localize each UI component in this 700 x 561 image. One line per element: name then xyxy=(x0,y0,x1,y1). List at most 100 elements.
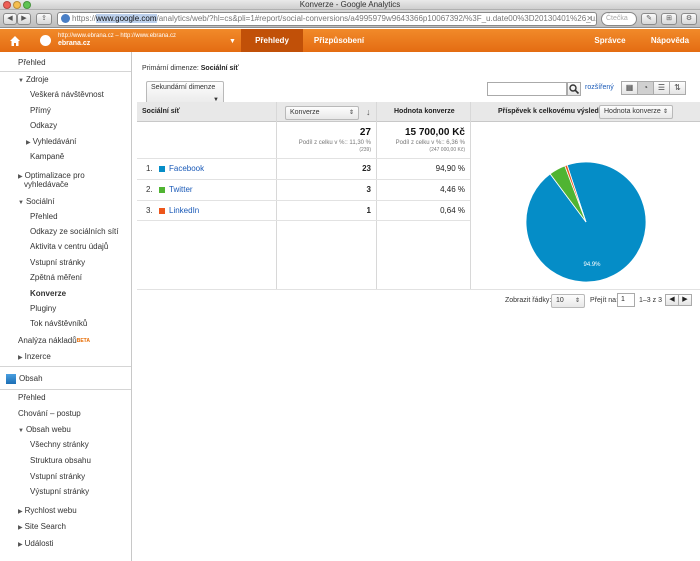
bookmark-icon[interactable]: ⊞ xyxy=(661,13,677,25)
sidebar-item-overview[interactable]: Přehled xyxy=(18,58,46,67)
sidebar-item-data-hub[interactable]: Aktivita v centru údajů xyxy=(30,242,109,251)
total-conversions-sum: (239) xyxy=(359,147,371,153)
table-row-index: 2. xyxy=(146,185,153,194)
sidebar-item-landing-pages-content[interactable]: Vstupní stránky xyxy=(30,472,86,481)
table-row-index: 3. xyxy=(146,206,153,215)
column-header-value[interactable]: Hodnota konverze xyxy=(394,108,455,115)
sidebar-item-advertising[interactable]: ▶ Inzerce xyxy=(18,352,51,363)
goto-page-input[interactable]: 1 xyxy=(617,293,635,307)
sidebar-item-all-traffic[interactable]: Veškerá návštěvnost xyxy=(30,90,104,99)
share-button[interactable]: ⇪ xyxy=(36,13,52,25)
row-label-text: LinkedIn xyxy=(169,206,200,215)
total-value: 15 700,00 Kč xyxy=(404,127,465,138)
url-domain: www.google.com xyxy=(96,14,157,23)
chevron-down-icon: ▼ xyxy=(18,78,24,84)
sidebar-item-social-overview[interactable]: Přehled xyxy=(30,212,58,221)
tab-customization[interactable]: Přizpůsobení xyxy=(313,36,365,45)
sidebar-item-content-drilldown[interactable]: Struktura obsahu xyxy=(30,456,91,465)
rows-per-page-select[interactable]: 10 ⇕ xyxy=(551,294,585,308)
url-path: /analytics/web/?hl=cs&pli=1#report/socia… xyxy=(156,14,597,23)
sidebar-item-seo[interactable]: ▶ Optimalizace pro xyxy=(18,171,85,182)
back-button[interactable]: ◀ xyxy=(3,13,17,25)
search-icon xyxy=(569,84,580,95)
legend-swatch xyxy=(159,186,165,193)
view-switcher: ▦ ◔ ☰ ⇅ xyxy=(621,81,686,95)
sidebar-item-all-pages[interactable]: Všechny stránky xyxy=(30,440,89,449)
chevron-down-icon[interactable]: ▼ xyxy=(229,38,236,45)
sidebar-item-social[interactable]: ▼ Sociální xyxy=(18,197,54,208)
sidebar-item-search[interactable]: ▶ Vyhledávání xyxy=(26,137,76,148)
sidebar-item-site-content[interactable]: ▼ Obsah webu xyxy=(18,425,71,436)
legend-swatch xyxy=(159,207,165,214)
account-selector[interactable]: http://www.ebrana.cz – http://www.ebrana… xyxy=(58,33,176,47)
home-icon[interactable] xyxy=(0,29,30,52)
sidebar-item-plugins[interactable]: Pluginy xyxy=(30,304,57,313)
metric-select-label: Konverze xyxy=(290,109,320,116)
sidebar-item-site-search[interactable]: ▶ Site Search xyxy=(18,522,66,533)
table-row-label[interactable]: Facebook xyxy=(159,164,204,173)
table-cell-conversions: 3 xyxy=(366,185,371,194)
sidebar-item-seo-line2[interactable]: vyhledávače xyxy=(24,180,69,189)
pie-slice-linkedin[interactable] xyxy=(564,164,587,223)
pagination-range: 1–3 z 3 xyxy=(639,297,662,304)
sidebar-item-social-referrals[interactable]: Odkazy ze sociálních sítí xyxy=(30,227,119,236)
sidebar-item-site-speed[interactable]: ▶ Rychlost webu xyxy=(18,506,77,517)
reader-button[interactable]: Čtečka xyxy=(601,12,637,26)
column-divider xyxy=(376,102,377,290)
sidebar-item-behavior-flow[interactable]: Chování – postup xyxy=(18,409,81,418)
contribution-select[interactable]: Hodnota konverze ⇕ xyxy=(599,105,673,119)
performance-view-icon[interactable]: ☰ xyxy=(653,81,670,95)
minimize-window-button[interactable] xyxy=(13,1,21,9)
table-search-input[interactable] xyxy=(487,82,567,96)
sidebar-item-content-overview[interactable]: Přehled xyxy=(18,393,46,402)
sidebar-item-campaigns[interactable]: Kampaně xyxy=(30,152,65,161)
sidebar-section-content[interactable]: Obsah xyxy=(6,374,43,384)
forward-button[interactable]: ▶ xyxy=(17,13,31,25)
sidebar-item-referrals[interactable]: Odkazy xyxy=(30,121,58,130)
sidebar-item-visitors-flow[interactable]: Tok návštěvníků xyxy=(30,319,88,328)
sidebar: Přehled ▼ Zdroje Veškerá návštěvnost Přím… xyxy=(0,52,132,561)
sidebar-item-sources[interactable]: ▼ Zdroje xyxy=(18,75,49,86)
column-header-social-network[interactable]: Sociální síť xyxy=(142,108,180,115)
chevron-down-icon: ▼ xyxy=(18,428,24,434)
address-bar[interactable]: https://www.google.com/analytics/web/?hl… xyxy=(57,12,597,26)
row-divider xyxy=(137,289,700,290)
sidebar-item-exit-pages[interactable]: Výstupní stránky xyxy=(30,487,90,496)
pivot-view-icon[interactable]: ⇅ xyxy=(669,81,686,95)
next-page-button[interactable]: ▶ xyxy=(678,294,692,306)
tab-reports[interactable]: Přehledy xyxy=(241,29,303,52)
table-cell-share: 0,64 % xyxy=(440,206,465,215)
extension-icon[interactable]: ✎ xyxy=(641,13,657,25)
row-label-text: Facebook xyxy=(169,164,205,173)
sidebar-item-events[interactable]: ▶ Události xyxy=(18,539,54,550)
sidebar-item-conversions[interactable]: Konverze xyxy=(30,289,67,298)
sidebar-item-trackbacks[interactable]: Zpětná měření xyxy=(30,273,83,282)
metric-select[interactable]: Konverze ⇕ xyxy=(285,106,359,120)
table-row-label[interactable]: LinkedIn xyxy=(159,206,199,215)
total-value-pct: Podíl z celku v %:: 6,36 % xyxy=(395,140,465,146)
chevron-down-icon: ▼ xyxy=(213,97,219,103)
contribution-label: Příspěvek k celkovému výsledku: xyxy=(498,108,610,115)
window-titlebar: Konverze - Google Analytics xyxy=(0,0,700,10)
close-window-button[interactable] xyxy=(3,1,11,9)
table-view-icon[interactable]: ▦ xyxy=(621,81,638,95)
clear-url-icon[interactable]: ✕ xyxy=(586,14,593,23)
sort-arrow-icon[interactable]: ↓ xyxy=(366,107,371,117)
table-cell-share: 4,46 % xyxy=(440,185,465,194)
sidebar-item-cost-analysis[interactable]: Analýza nákladůBETA xyxy=(18,336,90,346)
pie-view-icon[interactable]: ◔ xyxy=(637,81,654,95)
sidebar-item-label: Obsah webu xyxy=(25,425,71,434)
zoom-window-button[interactable] xyxy=(23,1,31,9)
settings-icon[interactable]: ⚙ xyxy=(681,13,697,25)
sidebar-item-landing-pages[interactable]: Vstupní stránky xyxy=(30,258,86,267)
advanced-filter-link[interactable]: rozšířený xyxy=(585,84,614,91)
prev-page-button[interactable]: ◀ xyxy=(665,294,679,306)
sidebar-item-label: Obsah xyxy=(19,374,43,384)
sidebar-item-label: Site Search xyxy=(24,522,66,531)
sidebar-item-direct[interactable]: Přímý xyxy=(30,106,51,115)
table-row-label[interactable]: Twitter xyxy=(159,185,193,194)
tab-admin[interactable]: Správce xyxy=(594,36,626,45)
tab-help[interactable]: Nápověda xyxy=(650,36,690,45)
account-name: ebrana.cz xyxy=(58,40,91,47)
search-button[interactable] xyxy=(567,82,581,96)
